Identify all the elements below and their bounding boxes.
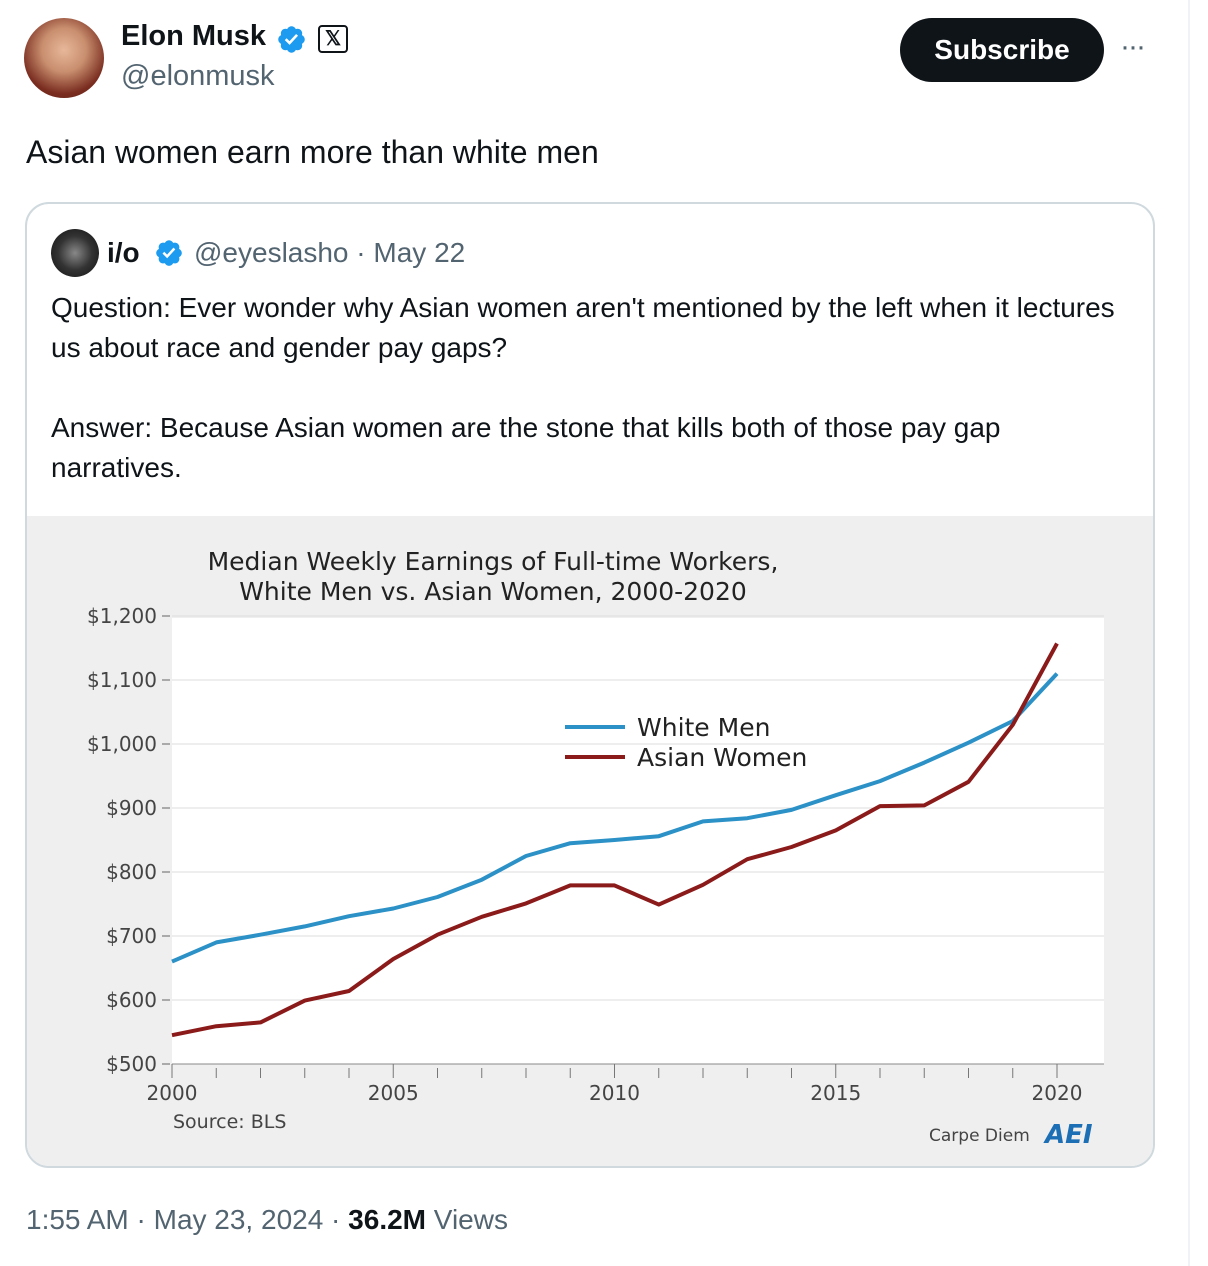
x-tick-label: 2015 (810, 1081, 861, 1105)
aei-logo: AEI (1043, 1120, 1093, 1150)
chart-title-line1: Median Weekly Earnings of Full-time Work… (208, 547, 779, 576)
views-label: Views (426, 1204, 508, 1235)
y-tick-label: $900 (106, 796, 157, 820)
subscribe-button[interactable]: Subscribe (900, 18, 1104, 82)
author-handle[interactable]: @elonmusk (121, 60, 275, 92)
x-tick-label: 2010 (589, 1081, 640, 1105)
chart-title-line2: White Men vs. Asian Women, 2000-2020 (239, 577, 747, 606)
author-avatar[interactable] (24, 18, 104, 98)
quoted-author-avatar[interactable] (51, 229, 99, 277)
column-divider (1188, 0, 1190, 1266)
series-line-white-men (171, 672, 1059, 964)
series-lines (171, 642, 1059, 1038)
more-options-icon[interactable]: ··· (1120, 30, 1146, 63)
y-tick-label: $1,100 (87, 668, 157, 692)
y-tick-label: $600 (106, 988, 157, 1012)
tweet-footer: 1:55 AM · May 23, 2024 · 36.2M Views (26, 1204, 508, 1236)
quoted-author-name[interactable]: i/o (107, 237, 140, 268)
series-line-asian-women (171, 642, 1059, 1038)
author-name[interactable]: Elon Musk (121, 20, 267, 52)
x-tick-label: 2005 (368, 1081, 419, 1105)
views-count: 36.2M (348, 1204, 426, 1235)
quoted-tweet[interactable]: i/o @eyeslasho · May 22 Question: Ever w… (25, 202, 1155, 1168)
y-tick-label: $500 (106, 1052, 157, 1076)
plot-area (172, 618, 1104, 1064)
y-tick-label: $1,000 (87, 732, 157, 756)
earnings-line-chart: Median Weekly Earnings of Full-time Work… (87, 547, 1104, 1150)
x-tick-label: 2020 (1032, 1081, 1083, 1105)
gridlines (172, 615, 1104, 1001)
quoted-tweet-text: Question: Ever wonder why Asian women ar… (51, 292, 1115, 483)
x-tick-label: 2000 (147, 1081, 198, 1105)
y-axis: $500 $600 $700 $800 $900 $1,000 $1,100 $1,200 (87, 604, 170, 1076)
chart-source: Source: BLS (173, 1111, 286, 1133)
x-axis: 2000 2005 2010 2015 2020 (147, 1063, 1104, 1105)
verified-badge-icon[interactable] (276, 24, 307, 55)
x-affiliation-icon: 𝕏 (318, 25, 348, 53)
chart-image[interactable]: Median Weekly Earnings of Full-time Work… (27, 516, 1153, 1166)
chart-credit: Carpe Diem (929, 1126, 1030, 1146)
y-tick-label: $1,200 (87, 604, 157, 628)
quoted-verified-badge-icon (156, 240, 182, 266)
legend: White Men Asian Women (565, 713, 807, 772)
legend-label-white-men: White Men (637, 713, 770, 742)
y-tick-label: $800 (106, 860, 157, 884)
quoted-author-handle-date[interactable]: @eyeslasho · May 22 (194, 237, 466, 268)
timestamp[interactable]: 1:55 AM · May 23, 2024 · (26, 1204, 349, 1235)
y-tick-label: $700 (106, 924, 157, 948)
tweet-text: Asian women earn more than white men (26, 134, 599, 170)
legend-label-asian-women: Asian Women (637, 743, 807, 772)
